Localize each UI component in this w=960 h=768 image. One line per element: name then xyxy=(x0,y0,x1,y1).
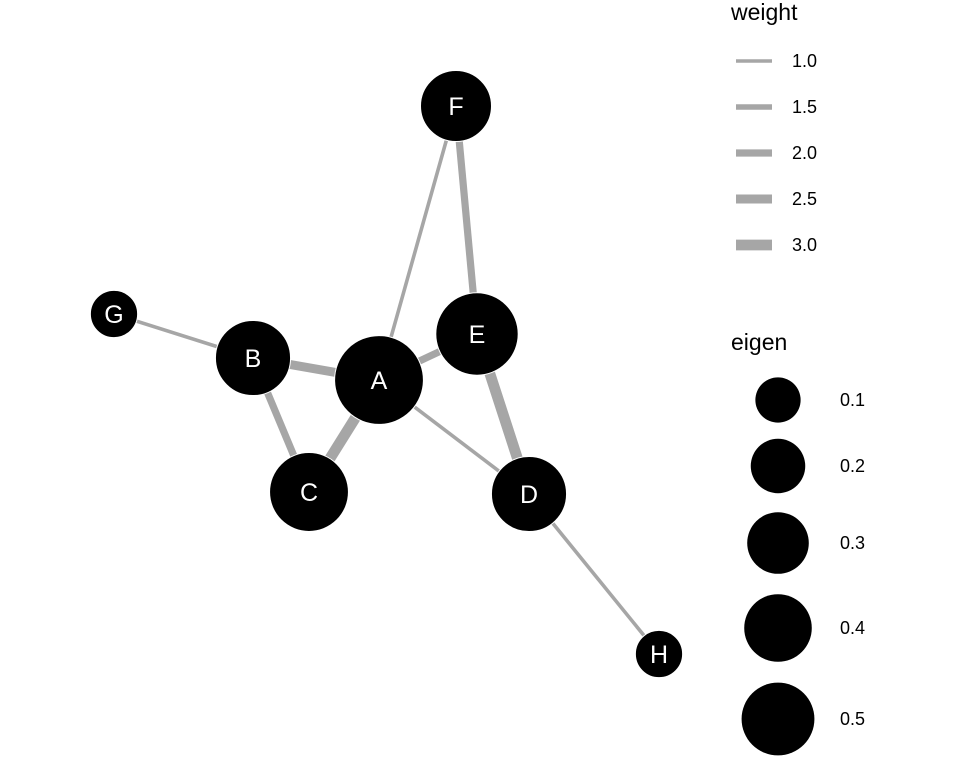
node-circle-F xyxy=(420,70,492,142)
weight-legend-label: 3.0 xyxy=(792,235,817,255)
node-B: B xyxy=(214,319,292,397)
eigen-legend-title: eigen xyxy=(731,329,787,355)
node-A: A xyxy=(334,335,424,425)
eigen-legend-key xyxy=(741,682,815,756)
node-circle-A xyxy=(334,335,424,425)
eigen-legend-key xyxy=(744,594,812,662)
node-circle-H xyxy=(634,629,684,679)
eigen-legend-label: 0.4 xyxy=(840,618,865,638)
eigen-legend-key xyxy=(747,512,809,574)
node-label-B: B xyxy=(245,345,262,373)
weight-legend: weight 1.0 1.5 2.0 2.5 3.0 xyxy=(730,0,817,255)
edge-A-F xyxy=(377,105,458,381)
node-H: H xyxy=(634,629,684,679)
weight-legend-title: weight xyxy=(730,0,798,25)
eigen-legend-key xyxy=(755,377,801,423)
node-label-H: H xyxy=(650,641,668,669)
node-D: D xyxy=(490,455,568,533)
node-label-F: F xyxy=(448,93,463,121)
eigen-legend-key xyxy=(750,438,806,494)
node-label-C: C xyxy=(300,479,318,507)
node-label-E: E xyxy=(469,321,486,349)
weight-legend-label: 1.5 xyxy=(792,97,817,117)
node-circle-B xyxy=(214,319,292,397)
eigen-legend-label: 0.5 xyxy=(840,709,865,729)
node-F: F xyxy=(420,70,492,142)
node-label-G: G xyxy=(104,301,123,329)
node-circle-G xyxy=(89,289,139,339)
node-E: E xyxy=(435,292,519,376)
eigen-legend-label: 0.2 xyxy=(840,456,865,476)
eigen-legend-label: 0.3 xyxy=(840,533,865,553)
weight-legend-label: 2.5 xyxy=(792,189,817,209)
node-G: G xyxy=(89,289,139,339)
node-circle-C xyxy=(269,452,349,532)
node-circle-E xyxy=(435,292,519,376)
weight-legend-label: 1.0 xyxy=(792,51,817,71)
eigen-legend-label: 0.1 xyxy=(840,390,865,410)
node-layer: A B C D E F G H xyxy=(89,70,684,679)
eigen-legend: eigen 0.1 0.2 0.3 0.4 0.5 xyxy=(731,329,865,756)
weight-legend-label: 2.0 xyxy=(792,143,817,163)
node-label-A: A xyxy=(371,367,388,395)
node-label-D: D xyxy=(520,481,538,509)
node-C: C xyxy=(269,452,349,532)
node-circle-D xyxy=(490,455,568,533)
